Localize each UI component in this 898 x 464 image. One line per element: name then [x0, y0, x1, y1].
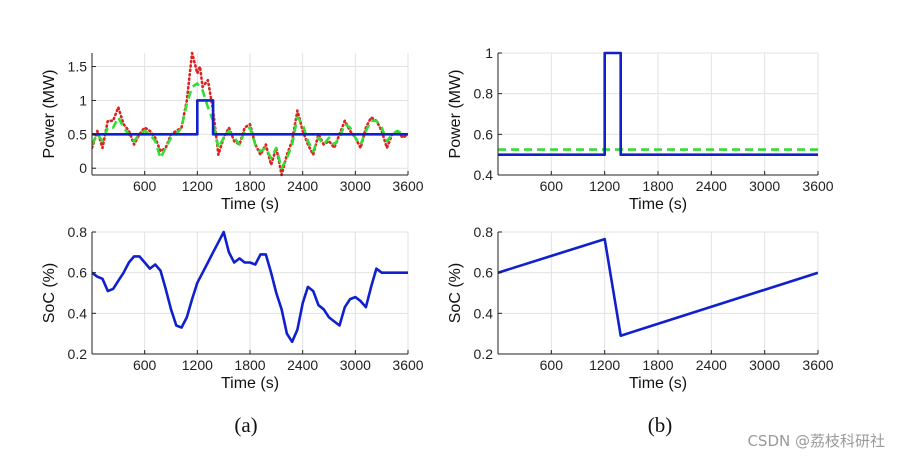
x-tick-label: 1800 [234, 178, 265, 194]
y-axis-label: Power (MW) [41, 70, 58, 159]
x-tick-label: 2400 [696, 357, 727, 373]
panel-a-soc-plot: 600 1200 1800 2400 3000 3600 0.2 0.4 0.6 0.8 Time … [41, 224, 424, 392]
y-tick-label: 1 [79, 92, 87, 108]
watermark: CSDN @荔枝科研社 [747, 432, 885, 450]
y-tick-label: 1 [485, 45, 493, 61]
y-tick-label: 0.8 [474, 86, 494, 102]
y-tick-label: 0.4 [474, 167, 494, 183]
y-axis-label: SoC (%) [447, 263, 464, 323]
series-solid-blue [498, 237, 818, 337]
x-tick-label: 1800 [642, 357, 673, 373]
x-tick-label: 3000 [749, 178, 780, 194]
y-axis-label: Power (MW) [447, 70, 464, 159]
y-tick-label: 0.6 [474, 126, 494, 142]
x-axis-label: Time (s) [629, 196, 687, 213]
x-axis-label: Time (s) [221, 196, 279, 213]
x-tick-label: 3000 [749, 357, 780, 373]
x-tick-label: 2400 [696, 178, 727, 194]
y-tick-label: 0.8 [68, 224, 88, 240]
y-tick-label: 0.5 [68, 126, 88, 142]
y-axis-label: SoC (%) [41, 263, 58, 323]
y-tick-label: 0.6 [68, 265, 88, 281]
x-axis-label: Time (s) [221, 375, 279, 392]
x-tick-label: 600 [540, 357, 564, 373]
y-tick-label: 0.2 [68, 346, 88, 362]
series-solid-blue [92, 99, 408, 136]
y-tick-label: 0.4 [68, 305, 88, 321]
x-tick-label: 1800 [234, 357, 265, 373]
x-tick-label: 1200 [589, 357, 620, 373]
x-tick-label: 3000 [340, 178, 371, 194]
y-tick-label: 0 [79, 160, 87, 176]
x-tick-label: 3600 [802, 357, 833, 373]
y-tick-label: 1.5 [68, 59, 88, 75]
x-tick-label: 600 [540, 178, 564, 194]
x-tick-label: 1200 [182, 178, 213, 194]
caption-a: (a) [234, 413, 257, 437]
x-tick-label: 2400 [287, 178, 318, 194]
x-tick-label: 2400 [287, 357, 318, 373]
y-tick-label: 0.8 [474, 224, 494, 240]
caption-b: (b) [648, 413, 673, 437]
y-tick-label: 0.4 [474, 305, 494, 321]
x-tick-label: 600 [133, 357, 157, 373]
x-tick-label: 1200 [182, 357, 213, 373]
panel-a-power-plot: 600 1200 1800 2400 3000 3600 0 0.5 1 1.5 Time (s) P… [41, 51, 424, 213]
series-solid-blue [498, 51, 818, 156]
panel-b-soc-plot: 600 1200 1800 2400 3000 3600 0.2 0.4 0.6 0.8 Time … [447, 224, 834, 392]
y-tick-label: 0.6 [474, 265, 494, 281]
x-tick-label: 600 [133, 178, 157, 194]
series-dashed-green [92, 82, 408, 170]
x-tick-label: 1200 [589, 178, 620, 194]
series-solid-blue [92, 230, 408, 344]
x-tick-label: 3600 [392, 178, 423, 194]
panel-b-power-plot: 600 1200 1800 2400 3000 3600 0.4 0.6 0.8 1 Time (s… [447, 45, 834, 213]
x-axis-label: Time (s) [629, 375, 687, 392]
x-tick-label: 3600 [802, 178, 833, 194]
x-tick-label: 1800 [642, 178, 673, 194]
x-tick-label: 3600 [392, 357, 423, 373]
y-tick-label: 0.2 [474, 346, 494, 362]
x-tick-label: 3000 [340, 357, 371, 373]
